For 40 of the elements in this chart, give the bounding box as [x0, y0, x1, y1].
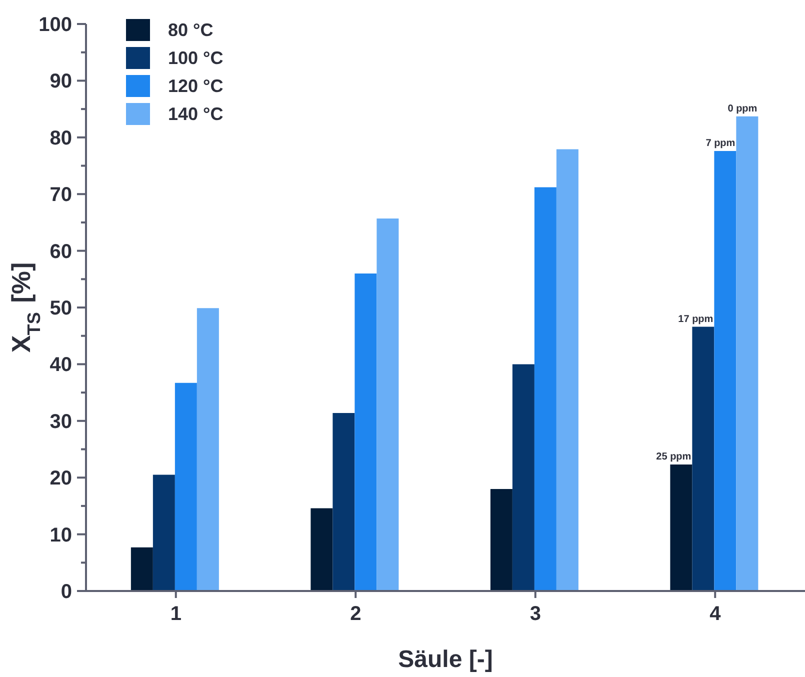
- bar: [736, 116, 758, 591]
- legend-label: 100 °C: [168, 48, 224, 68]
- y-tick-label: 50: [50, 298, 72, 320]
- legend-label: 80 °C: [168, 20, 214, 40]
- bar: [174, 382, 197, 591]
- x-tick-label: 2: [350, 603, 362, 626]
- bar: [310, 508, 333, 591]
- y-tick-label: 20: [50, 468, 72, 490]
- bar: [376, 218, 399, 591]
- bar: [130, 547, 153, 591]
- bar: [556, 149, 578, 591]
- y-tick-label: 10: [50, 524, 72, 546]
- bar: [196, 308, 219, 591]
- annotation: 7 ppm: [706, 138, 736, 150]
- legend-label: 140 °C: [168, 104, 224, 124]
- x-tick-label: 4: [710, 603, 722, 626]
- bar: [534, 187, 556, 591]
- bar: [670, 464, 692, 591]
- x-tick-label: 3: [530, 603, 541, 626]
- x-tick-label: 1: [170, 603, 182, 626]
- bar: [692, 326, 714, 591]
- bar: [152, 474, 175, 591]
- annotation: 0 ppm: [728, 103, 758, 114]
- bar: [512, 364, 534, 591]
- x-axis-title: Säule [-]: [398, 646, 493, 673]
- bar: [354, 273, 377, 591]
- legend-label: 120 °C: [168, 76, 224, 96]
- y-tick-label: 100: [38, 14, 72, 36]
- y-tick-label: 40: [50, 354, 72, 376]
- annotation: 17 ppm: [678, 314, 714, 325]
- bar: [490, 488, 512, 591]
- annotation: 25 ppm: [656, 452, 692, 463]
- y-tick-label: 90: [50, 70, 72, 93]
- bar: [714, 151, 736, 591]
- y-tick-label: 80: [50, 127, 72, 150]
- y-tick-label: 70: [50, 184, 72, 206]
- y-tick-label: 0: [60, 581, 72, 603]
- y-tick-label: 30: [50, 410, 72, 433]
- y-tick-label: 60: [50, 240, 72, 263]
- bar: [332, 412, 355, 591]
